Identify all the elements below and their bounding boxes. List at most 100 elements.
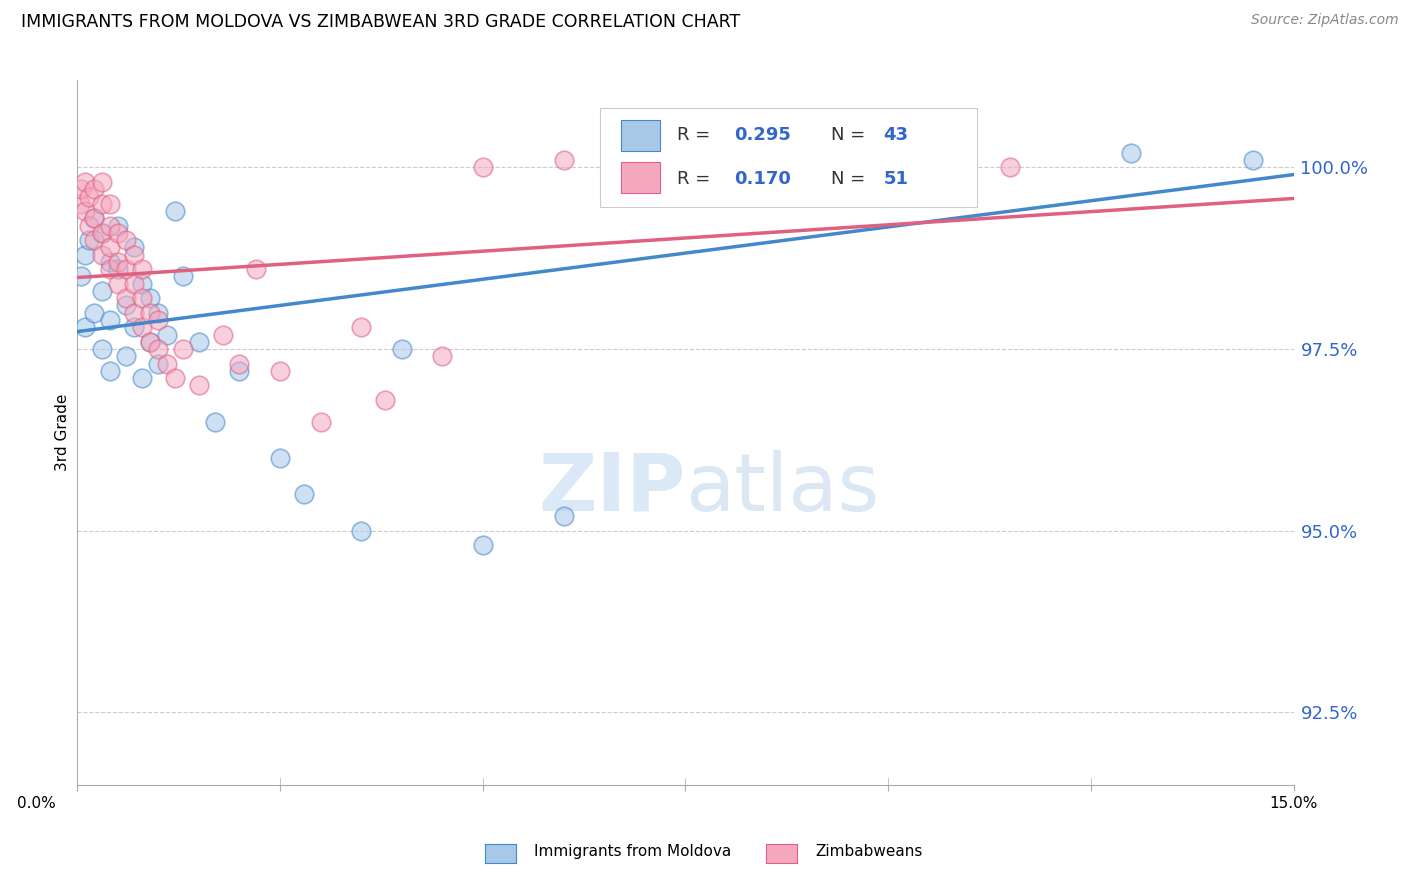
Point <box>90 284 112 298</box>
Point <box>675 138 697 153</box>
FancyBboxPatch shape <box>600 109 977 207</box>
Point <box>1121 145 1143 160</box>
Point <box>69 196 91 211</box>
FancyBboxPatch shape <box>621 120 659 152</box>
Point <box>90 247 112 261</box>
Point <box>139 291 162 305</box>
Point <box>122 306 145 320</box>
Text: Source: ZipAtlas.com: Source: ZipAtlas.com <box>1251 13 1399 28</box>
Text: Immigrants from Moldova: Immigrants from Moldova <box>534 845 731 859</box>
Point <box>98 255 121 269</box>
Point <box>98 313 121 327</box>
Point <box>148 313 170 327</box>
Point <box>374 392 396 407</box>
Point <box>350 320 373 334</box>
Point <box>634 175 657 189</box>
Point <box>309 415 332 429</box>
Text: 0.295: 0.295 <box>734 126 792 145</box>
Point <box>139 306 162 320</box>
Text: N =: N = <box>831 169 872 188</box>
Point <box>90 226 112 240</box>
Point <box>83 211 105 226</box>
Text: IMMIGRANTS FROM MOLDOVA VS ZIMBABWEAN 3RD GRADE CORRELATION CHART: IMMIGRANTS FROM MOLDOVA VS ZIMBABWEAN 3R… <box>21 13 741 31</box>
Point <box>98 196 121 211</box>
Point <box>131 320 153 334</box>
Point <box>714 145 737 160</box>
Text: 0.0%: 0.0% <box>17 796 56 811</box>
Point <box>553 153 575 168</box>
Point <box>75 204 97 219</box>
Point <box>98 364 121 378</box>
Point <box>634 153 657 168</box>
Point <box>90 175 112 189</box>
Point <box>172 342 194 356</box>
Point <box>115 298 138 312</box>
Point <box>122 277 145 291</box>
Text: ZIP: ZIP <box>538 450 686 528</box>
Point <box>107 226 129 240</box>
Point <box>430 349 453 363</box>
Point <box>90 226 112 240</box>
Point <box>391 342 413 356</box>
Point <box>714 138 737 153</box>
Point <box>98 262 121 277</box>
Point <box>115 233 138 247</box>
Text: 0.170: 0.170 <box>734 169 792 188</box>
Point <box>148 306 170 320</box>
Text: N =: N = <box>831 126 872 145</box>
Point <box>139 334 162 349</box>
Point <box>122 240 145 254</box>
Point <box>90 196 112 211</box>
Point <box>553 509 575 524</box>
Point <box>70 269 93 284</box>
Point <box>292 487 315 501</box>
Point <box>131 262 153 277</box>
Point <box>245 262 267 277</box>
Point <box>172 269 194 284</box>
Point <box>228 364 250 378</box>
Point <box>115 291 138 305</box>
Point <box>998 161 1021 175</box>
Point <box>107 262 129 277</box>
Y-axis label: 3rd Grade: 3rd Grade <box>55 394 70 471</box>
Point <box>139 334 162 349</box>
Point <box>163 204 186 219</box>
Point <box>79 189 101 203</box>
Point <box>115 262 138 277</box>
Point <box>98 219 121 233</box>
Point <box>148 357 170 371</box>
Point <box>796 189 818 203</box>
Text: R =: R = <box>676 126 716 145</box>
Point <box>107 255 129 269</box>
Point <box>155 357 177 371</box>
Text: 51: 51 <box>883 169 908 188</box>
Point <box>228 357 250 371</box>
Point <box>75 175 97 189</box>
Point <box>83 306 105 320</box>
Point <box>83 182 105 196</box>
Text: Zimbabweans: Zimbabweans <box>815 845 922 859</box>
Point <box>70 182 93 196</box>
Point <box>107 277 129 291</box>
Point <box>115 349 138 363</box>
Point <box>188 334 211 349</box>
Point <box>75 320 97 334</box>
Text: R =: R = <box>676 169 716 188</box>
Point <box>131 371 153 385</box>
Point <box>148 342 170 356</box>
Point <box>79 219 101 233</box>
Point <box>83 233 105 247</box>
Point <box>212 327 235 342</box>
Text: 43: 43 <box>883 126 908 145</box>
Point <box>83 211 105 226</box>
Text: atlas: atlas <box>686 450 880 528</box>
Point <box>471 538 494 552</box>
Point <box>471 161 494 175</box>
Point <box>1241 153 1264 168</box>
Point <box>188 378 211 392</box>
Point <box>877 131 900 145</box>
Point <box>163 371 186 385</box>
Point <box>90 342 112 356</box>
Text: 15.0%: 15.0% <box>1270 796 1317 811</box>
Point <box>75 247 97 261</box>
